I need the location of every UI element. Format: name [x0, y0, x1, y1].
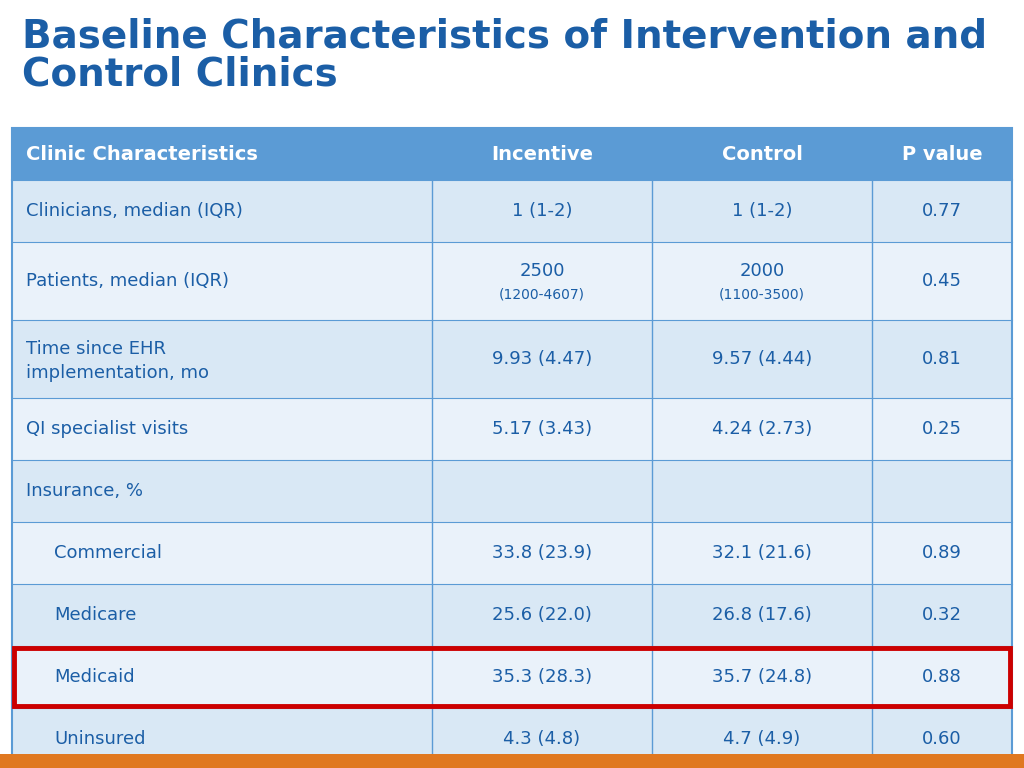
- Text: 1 (1-2): 1 (1-2): [732, 202, 793, 220]
- Text: 5.17 (3.43): 5.17 (3.43): [492, 420, 592, 438]
- Bar: [12, 128, 1012, 768]
- Text: 4.24 (2.73): 4.24 (2.73): [712, 420, 812, 438]
- Text: 9.93 (4.47): 9.93 (4.47): [492, 350, 592, 368]
- Text: 1 (1-2): 1 (1-2): [512, 202, 572, 220]
- Text: 0.60: 0.60: [923, 730, 962, 748]
- Bar: [12, 708, 1012, 768]
- Text: 2000: 2000: [739, 262, 784, 280]
- Text: 33.8 (23.9): 33.8 (23.9): [492, 544, 592, 562]
- Text: 0.77: 0.77: [922, 202, 962, 220]
- Text: implementation, mo: implementation, mo: [26, 364, 209, 382]
- Text: Uninsured: Uninsured: [54, 730, 145, 748]
- Bar: [12, 320, 1012, 398]
- Text: 4.3 (4.8): 4.3 (4.8): [504, 730, 581, 748]
- Text: 0.45: 0.45: [922, 272, 962, 290]
- Text: Clinicians, median (IQR): Clinicians, median (IQR): [26, 202, 243, 220]
- Text: Time since EHR: Time since EHR: [26, 340, 166, 358]
- Text: 35.7 (24.8): 35.7 (24.8): [712, 668, 812, 686]
- Text: Insurance, %: Insurance, %: [26, 482, 143, 500]
- Bar: [14, 648, 1010, 706]
- Bar: [12, 522, 1012, 584]
- Text: 0.25: 0.25: [922, 420, 962, 438]
- Text: (1100-3500): (1100-3500): [719, 288, 805, 302]
- Text: Clinic Characteristics: Clinic Characteristics: [26, 144, 258, 164]
- Bar: [12, 584, 1012, 646]
- Text: 35.3 (28.3): 35.3 (28.3): [492, 668, 592, 686]
- Bar: [0, 754, 1024, 768]
- Text: 25.6 (22.0): 25.6 (22.0): [493, 606, 592, 624]
- Text: 0.32: 0.32: [922, 606, 962, 624]
- Bar: [12, 460, 1012, 522]
- Text: QI specialist visits: QI specialist visits: [26, 420, 188, 438]
- Text: Medicare: Medicare: [54, 606, 136, 624]
- Text: Medicaid: Medicaid: [54, 668, 134, 686]
- Text: 0.88: 0.88: [923, 668, 962, 686]
- Bar: [12, 128, 1012, 180]
- Text: 0.81: 0.81: [923, 350, 962, 368]
- Text: Commercial: Commercial: [54, 544, 162, 562]
- Text: Incentive: Incentive: [490, 144, 593, 164]
- Text: 26.8 (17.6): 26.8 (17.6): [712, 606, 812, 624]
- Text: (1200-4607): (1200-4607): [499, 288, 585, 302]
- Text: P value: P value: [902, 144, 982, 164]
- Text: Patients, median (IQR): Patients, median (IQR): [26, 272, 229, 290]
- Bar: [12, 180, 1012, 242]
- Text: 4.7 (4.9): 4.7 (4.9): [723, 730, 801, 748]
- Bar: [12, 242, 1012, 320]
- Bar: [12, 398, 1012, 460]
- Text: 9.57 (4.44): 9.57 (4.44): [712, 350, 812, 368]
- Text: 0.89: 0.89: [922, 544, 962, 562]
- Text: Baseline Characteristics of Intervention and: Baseline Characteristics of Intervention…: [22, 18, 987, 56]
- Text: Control Clinics: Control Clinics: [22, 56, 338, 94]
- Text: Control: Control: [722, 144, 803, 164]
- Text: 2500: 2500: [519, 262, 565, 280]
- Text: 32.1 (21.6): 32.1 (21.6): [712, 544, 812, 562]
- Bar: [12, 646, 1012, 708]
